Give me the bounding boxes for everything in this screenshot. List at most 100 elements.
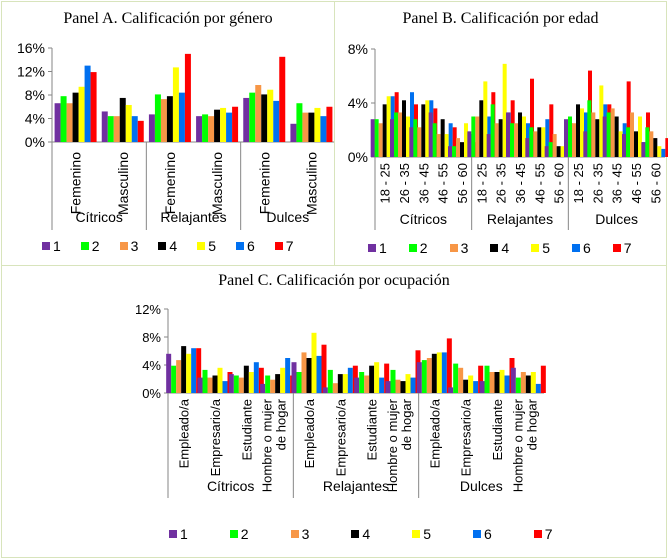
legend-swatch xyxy=(158,242,167,250)
bar-series-5 xyxy=(444,134,449,157)
bar-series-2 xyxy=(249,92,256,142)
bar-series-5 xyxy=(560,146,565,157)
x-category-label: Empresario/a xyxy=(208,398,223,476)
bar-series-3 xyxy=(494,123,499,157)
bar-series-2 xyxy=(645,127,650,157)
bar-series-4 xyxy=(275,374,281,393)
bar-series-4 xyxy=(119,97,126,142)
bar-series-6 xyxy=(347,367,353,393)
bar-series-3 xyxy=(458,367,464,393)
x-category-label: 18 - 25 xyxy=(571,163,586,203)
legend-swatch xyxy=(42,242,50,250)
bar-series-1 xyxy=(148,114,155,142)
bar-series-1 xyxy=(409,127,414,157)
x-group-label: Dulces xyxy=(595,211,638,227)
bar-series-4 xyxy=(576,104,580,157)
legend-label: 4 xyxy=(501,240,510,256)
bar-series-1 xyxy=(479,381,485,393)
y-tick-label: 12% xyxy=(135,302,161,317)
bar-series-3 xyxy=(255,85,262,142)
bar-series-2 xyxy=(510,123,514,157)
x-category-label: Femenino xyxy=(256,152,272,214)
bar-series-6 xyxy=(84,65,91,142)
bar-series-2 xyxy=(296,103,303,142)
bar-series-1 xyxy=(525,138,530,157)
bar-series-3 xyxy=(113,116,120,142)
legend-item-6: 6 xyxy=(472,526,492,542)
x-category-label: Femenino xyxy=(162,152,178,214)
x-category-label: 56 - 60 xyxy=(648,163,663,203)
x-category-label: 46 - 55 xyxy=(436,163,451,203)
legend-item-5: 5 xyxy=(197,238,216,254)
bar-series-6 xyxy=(504,375,510,393)
bar-series-5 xyxy=(657,146,662,157)
x-category-label: Empleado/a xyxy=(427,398,442,468)
bar-series-4 xyxy=(261,94,268,142)
x-category-label: Empresario/a xyxy=(459,398,474,476)
bar-series-1 xyxy=(291,362,297,393)
bar-series-3 xyxy=(426,358,432,393)
bar-series-1 xyxy=(544,146,549,157)
x-group-label: Relajantes xyxy=(160,209,226,225)
bar-series-4 xyxy=(440,119,445,157)
bar-series-3 xyxy=(456,138,460,157)
bar-series-6 xyxy=(226,112,233,142)
x-category-label: Masculino xyxy=(115,152,131,215)
bar-series-1 xyxy=(428,112,433,157)
y-tick-label: 4% xyxy=(348,95,368,111)
bar-series-4 xyxy=(479,100,484,157)
bar-series-6 xyxy=(316,355,322,393)
bar-series-5 xyxy=(78,86,85,142)
legend-label: 3 xyxy=(301,526,310,542)
legend-item-7: 7 xyxy=(274,238,294,254)
legend-item-6: 6 xyxy=(571,240,591,256)
x-category-label: Estudiante xyxy=(239,399,254,460)
bar-series-1 xyxy=(416,362,422,393)
bar-series-3 xyxy=(176,360,182,393)
panel-a: Panel A. Calificación por género 0% 4% 8% 1… xyxy=(1,1,335,266)
bar-series-1 xyxy=(243,97,250,142)
x-category-label: 46 - 55 xyxy=(629,163,644,203)
bar-series-1 xyxy=(54,103,61,142)
bar-series-4 xyxy=(518,112,522,157)
legend-label: 1 xyxy=(180,526,188,542)
bar-series-2 xyxy=(471,116,476,157)
bar-series-7 xyxy=(530,78,534,157)
x-category-label: Estudiante xyxy=(490,399,505,460)
bar-series-3 xyxy=(207,377,213,393)
bar-series-4 xyxy=(634,131,638,157)
legend-item-2: 2 xyxy=(80,238,100,254)
bar-series-1 xyxy=(166,353,172,393)
legend-item-1: 1 xyxy=(42,238,61,254)
legend-swatch xyxy=(472,530,481,538)
bar-series-3 xyxy=(364,375,370,393)
bar-series-5 xyxy=(280,367,286,393)
x-category-label: Masculino xyxy=(209,152,225,215)
x-category-label: Empleado/a xyxy=(302,398,317,468)
bar-series-2 xyxy=(548,142,553,157)
bar-series-4 xyxy=(212,375,218,393)
bar-series-5 xyxy=(248,372,254,393)
panel-b-chart: 0% 4% 8% 18 - 25 26 - 35 36 - 45 46 - 55 56 - 6… xyxy=(348,41,668,230)
legend-label: 5 xyxy=(208,238,216,254)
x-category-label: Femenino xyxy=(68,152,84,214)
x-category-label: Masculino xyxy=(303,152,319,215)
legend-item-1: 1 xyxy=(368,240,387,256)
bar-series-6 xyxy=(253,362,259,393)
x-category-label: 36 - 45 xyxy=(610,163,625,203)
bar-series-4 xyxy=(431,353,437,393)
legend-label: 6 xyxy=(246,238,255,254)
bar-series-7 xyxy=(90,72,97,142)
bar-series-3 xyxy=(649,131,654,157)
bar-series-4 xyxy=(537,127,542,157)
bar-series-5 xyxy=(580,108,584,157)
bar-series-4 xyxy=(556,146,561,157)
x-category-label: 56 - 60 xyxy=(455,163,470,203)
panel-a-title: Panel A. Calificación por género xyxy=(63,10,273,27)
legend-item-2: 2 xyxy=(408,240,428,256)
x-category-label: Hombre o mujer xyxy=(510,398,525,492)
bar-series-4 xyxy=(308,112,315,142)
x-category-label: Empresario/a xyxy=(333,398,348,476)
y-tick-label: 8% xyxy=(348,41,368,57)
bar-series-5 xyxy=(530,372,536,393)
